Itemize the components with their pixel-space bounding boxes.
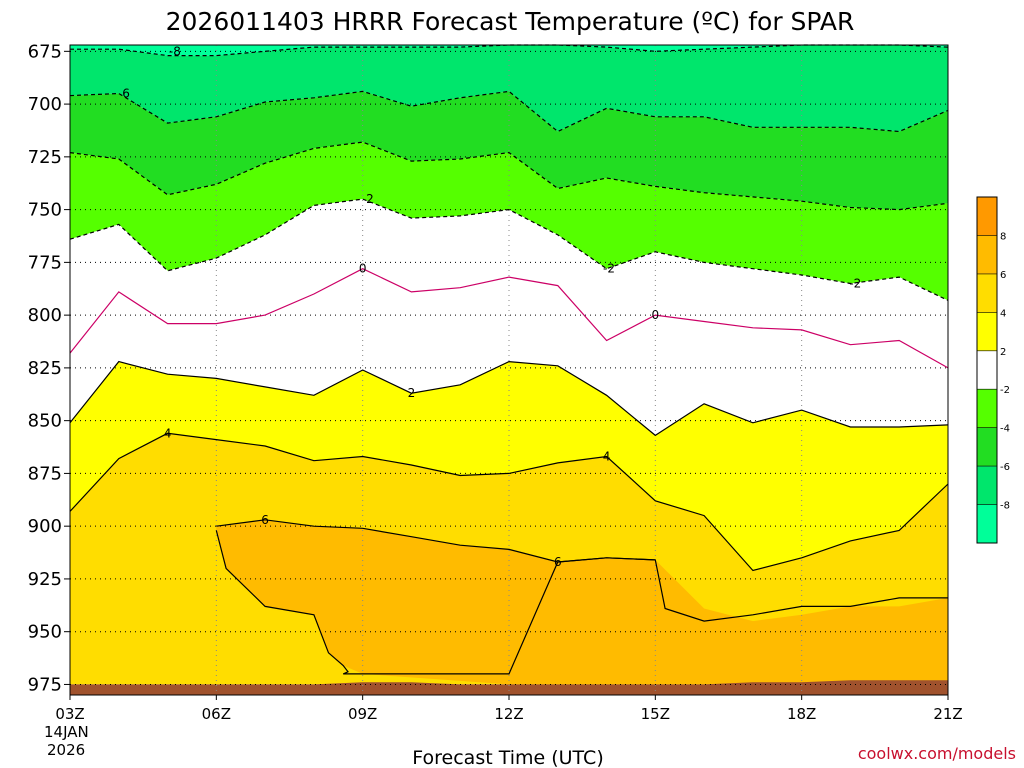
- contour-label: 6: [554, 555, 562, 569]
- colorbar-segment: [977, 235, 997, 274]
- colorbar: 8 6 4 2 -2 -4 -6 -8: [976, 196, 1010, 544]
- contour-line: [69, 90, 949, 133]
- colorbar-segment: [977, 389, 997, 428]
- source-credit: coolwx.com/models: [858, 744, 1016, 763]
- contour-line: [215, 530, 948, 675]
- colorbar-segment: [977, 350, 997, 390]
- x-axis-label: Forecast Time (UTC): [412, 747, 603, 768]
- colorbar-label: 2: [1000, 347, 1006, 358]
- band-minus8-to-minus6: [70, 45, 948, 132]
- colorbar-label: -4: [1000, 424, 1010, 435]
- y-tick-label: 950: [28, 622, 62, 643]
- band-minus4-to-minus2: [70, 142, 948, 301]
- colorbar-label: -6: [1000, 462, 1010, 473]
- contour-label: 4: [164, 426, 172, 440]
- y-axis-ticks: 675 700 725 750 775 800 825 850 875 900 925 950 975: [28, 41, 70, 695]
- contour-label: 2: [366, 192, 374, 206]
- y-tick-label: 750: [28, 200, 62, 221]
- contour-line: [69, 198, 949, 301]
- start-date-day: 14JAN: [44, 723, 89, 741]
- y-tick-label: 700: [28, 94, 62, 115]
- contour-line: [216, 519, 656, 563]
- contour-label: 0: [652, 308, 660, 322]
- x-tick-label: 06Z: [202, 705, 231, 723]
- colorbar-segment: [977, 466, 997, 505]
- colorbar-label: 4: [1000, 308, 1006, 319]
- contour-label: 6: [122, 87, 130, 101]
- y-tick-label: 900: [28, 516, 62, 537]
- x-tick-label: 15Z: [641, 705, 670, 723]
- y-tick-label: 875: [28, 463, 62, 484]
- contour-label: -8: [169, 44, 181, 58]
- band-minus2-to-plus2: [70, 199, 948, 436]
- colorbar-segment: [977, 197, 997, 236]
- x-tick-label: 21Z: [933, 705, 962, 723]
- ground: [70, 680, 948, 695]
- start-date-year: 2026: [47, 741, 85, 759]
- contour-line: [69, 141, 949, 211]
- y-tick-label: 675: [28, 41, 62, 62]
- colorbar-segment: [977, 504, 997, 543]
- contour-label: 4: [603, 450, 611, 464]
- contour-line: [69, 268, 949, 369]
- contour-label: 0: [359, 262, 367, 276]
- y-tick-label: 850: [28, 411, 62, 432]
- x-tick-label: 09Z: [348, 705, 377, 723]
- contour-line: [69, 432, 949, 572]
- contour-label: -2: [603, 262, 615, 276]
- contour-label: 2: [408, 386, 416, 400]
- contour-line: [69, 360, 949, 437]
- band-plus6-to-plus8: [216, 519, 949, 685]
- chart-title: 2026011403 HRRR Forecast Temperature (ºC…: [166, 7, 855, 36]
- colorbar-segment: [977, 312, 997, 351]
- colorbar-segment: [977, 273, 997, 313]
- colorbar-label: 8: [1000, 231, 1006, 242]
- colorbar-segment: [977, 427, 997, 467]
- x-tick-label: 03Z: [55, 705, 84, 723]
- colorbar-label: -2: [1000, 385, 1010, 396]
- colorbar-label: 6: [1000, 270, 1006, 281]
- y-tick-label: 725: [28, 147, 62, 168]
- contour-label: -2: [849, 276, 861, 290]
- y-tick-label: 925: [28, 569, 62, 590]
- colorbar-frame: [976, 196, 998, 544]
- y-tick-label: 975: [28, 674, 62, 695]
- y-tick-label: 775: [28, 252, 62, 273]
- colorbar-label: -8: [1000, 501, 1010, 512]
- x-axis-ticks: 03Z 06Z 09Z 12Z 15Z 18Z 21Z: [55, 695, 963, 723]
- y-tick-label: 800: [28, 305, 62, 326]
- x-tick-label: 18Z: [787, 705, 816, 723]
- x-tick-label: 12Z: [494, 705, 523, 723]
- y-tick-label: 825: [28, 358, 62, 379]
